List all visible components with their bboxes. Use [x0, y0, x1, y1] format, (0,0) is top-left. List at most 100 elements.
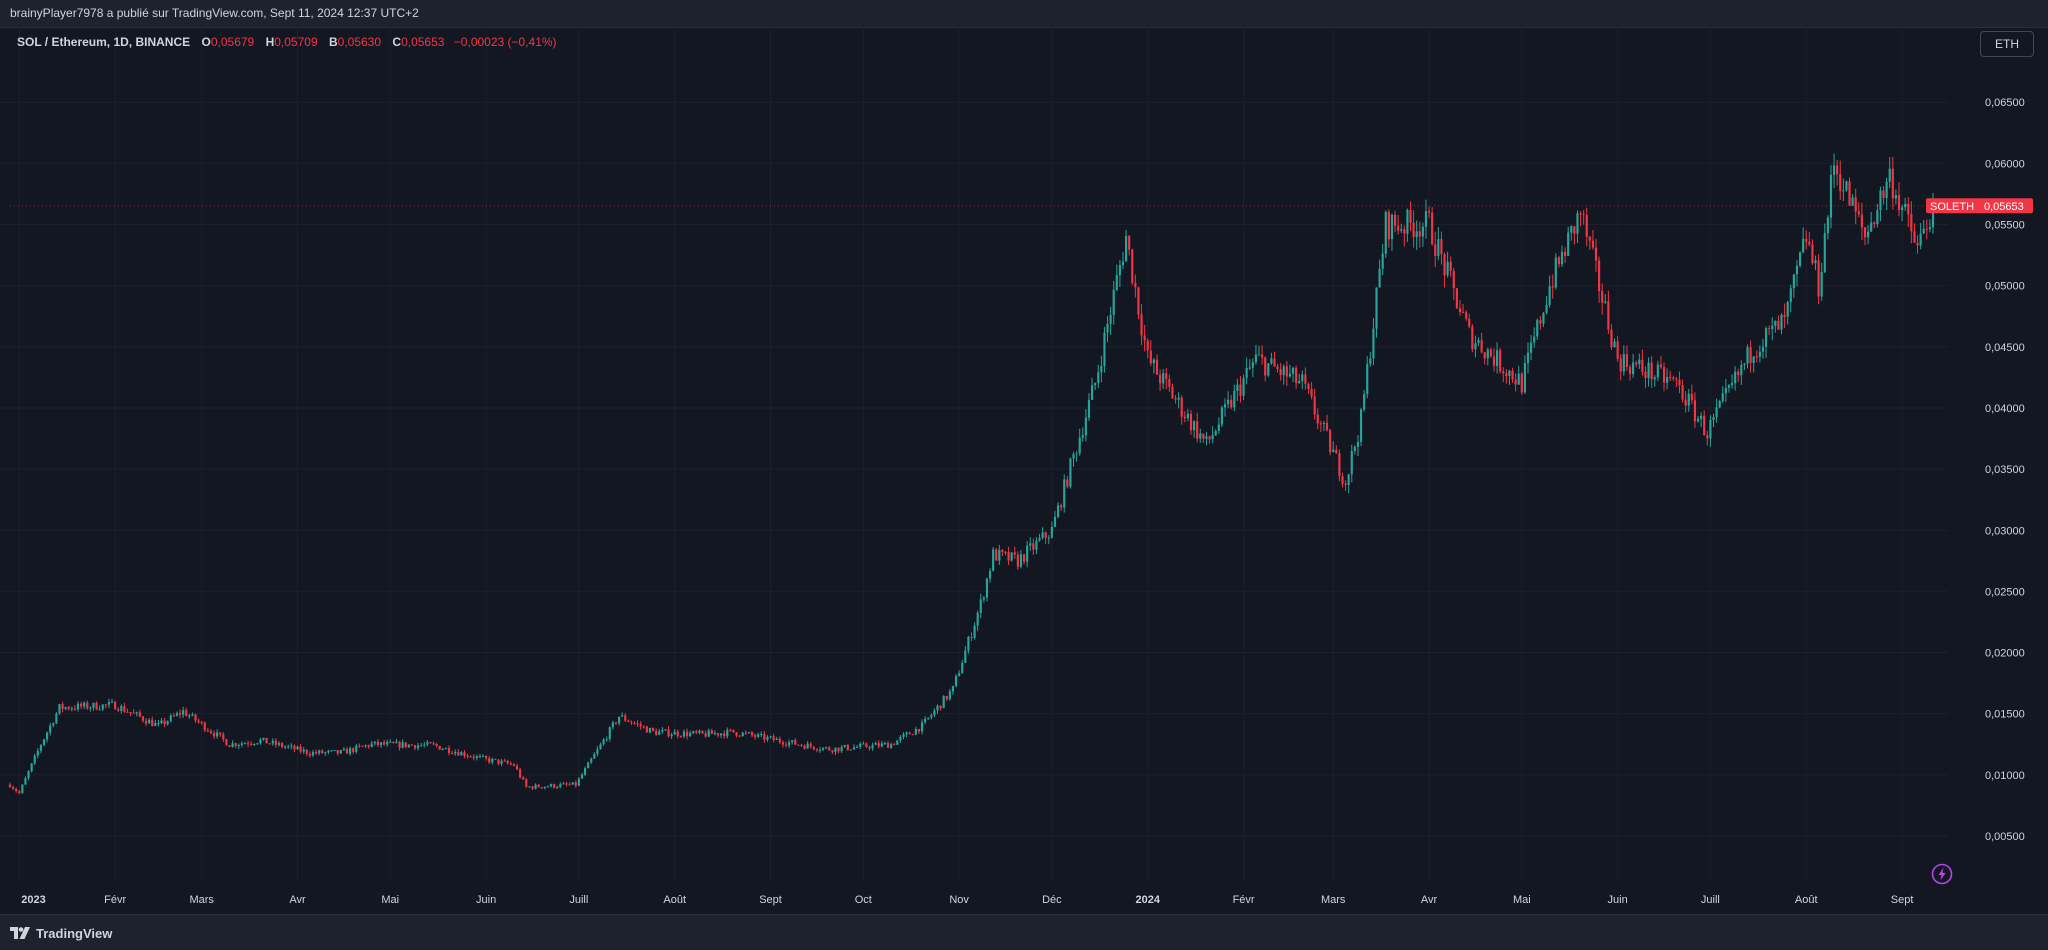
candle: [1823, 223, 1826, 274]
candle: [1851, 194, 1854, 206]
candle: [83, 701, 86, 710]
candle: [818, 746, 822, 753]
candle-body: [896, 740, 899, 745]
candle: [611, 720, 614, 730]
x-tick-label: Avr: [289, 894, 306, 906]
candle: [1131, 248, 1134, 286]
candle: [135, 711, 138, 717]
lightning-bolt-icon[interactable]: [1931, 863, 1953, 885]
candle-body: [1922, 228, 1925, 234]
candle-body: [49, 725, 52, 733]
candle-body: [1279, 369, 1282, 376]
candle: [562, 781, 565, 785]
candle: [398, 740, 401, 751]
candle: [1730, 374, 1734, 389]
candle: [1499, 347, 1502, 374]
candle-body: [126, 711, 129, 713]
candle: [1075, 451, 1078, 462]
candle: [438, 745, 441, 750]
candle-body: [383, 742, 386, 745]
candle: [1424, 199, 1428, 239]
candle-body: [1777, 320, 1780, 330]
candle-body: [1499, 350, 1502, 372]
candle-body: [1845, 181, 1848, 191]
candle: [843, 744, 846, 748]
candle-body: [522, 777, 525, 780]
candle: [886, 741, 890, 748]
candle: [114, 700, 117, 710]
candle: [655, 728, 658, 736]
candle: [571, 782, 574, 785]
candle: [1245, 357, 1248, 385]
candle-body: [1295, 367, 1298, 383]
candle: [828, 746, 831, 752]
candle-body: [110, 701, 114, 703]
candle: [1313, 388, 1316, 420]
candle-body: [1406, 209, 1409, 234]
candle: [738, 734, 741, 738]
high-value: 0,05709: [274, 35, 318, 49]
candle-body: [1087, 399, 1091, 418]
chart-area[interactable]: [0, 27, 2048, 915]
candle: [1922, 219, 1925, 234]
candle-body: [342, 749, 345, 751]
candle-body: [1350, 451, 1353, 475]
candle: [988, 568, 992, 583]
candle-body: [1483, 352, 1486, 359]
tradingview-logo[interactable]: TradingView: [10, 925, 112, 941]
candle: [117, 707, 120, 712]
candle: [540, 787, 543, 790]
candle: [435, 742, 438, 748]
candle-body: [1545, 304, 1548, 313]
candle-body: [1013, 552, 1016, 555]
candle-body: [1783, 314, 1786, 317]
candle-body: [1598, 260, 1601, 292]
candle-body: [794, 740, 797, 745]
candle-body: [52, 723, 55, 726]
candle-body: [942, 695, 945, 709]
candle-body: [355, 745, 358, 752]
candle-body: [305, 749, 308, 754]
candle: [1669, 370, 1672, 382]
currency-button[interactable]: ETH: [1980, 31, 2034, 57]
candle: [1607, 290, 1610, 334]
candle: [1802, 227, 1805, 254]
candle: [237, 743, 240, 750]
candle-body: [1786, 302, 1789, 317]
candle-body: [754, 735, 757, 737]
candle: [951, 685, 955, 695]
candle-body: [1010, 552, 1013, 561]
candle: [364, 744, 367, 748]
candle-body: [534, 784, 537, 789]
candle-body: [1870, 222, 1873, 232]
candle-body: [1369, 358, 1372, 365]
candle: [1913, 223, 1916, 243]
candle: [744, 730, 747, 736]
candle-body: [1764, 328, 1768, 347]
candle: [1483, 352, 1486, 365]
candle-body: [890, 744, 893, 748]
candle: [361, 745, 364, 747]
candle-body: [1056, 505, 1060, 517]
candle-body: [194, 714, 197, 721]
candle: [178, 709, 182, 719]
candle: [1155, 354, 1159, 376]
candle-body: [608, 727, 611, 740]
candle-body: [1412, 222, 1415, 238]
y-tick-label: 0,05000: [1985, 281, 2025, 293]
candle: [163, 718, 166, 728]
x-tick-label: 2023: [21, 894, 45, 906]
candle: [1579, 211, 1582, 227]
candle-body: [1248, 367, 1251, 369]
candle-body: [404, 742, 407, 748]
candle: [1848, 177, 1851, 206]
candle-body: [667, 729, 670, 737]
symbol-description[interactable]: SOL / Ethereum, 1D, BINANCE: [17, 35, 191, 49]
candle: [265, 737, 268, 744]
candle: [577, 777, 580, 787]
price-chart[interactable]: 0,00500 0,01000 0,01500 0,02000 0,02500 0,030…: [0, 0, 2048, 914]
candle-body: [234, 743, 237, 747]
candle: [1734, 366, 1737, 391]
candle: [803, 744, 806, 750]
candle-body: [1768, 328, 1771, 330]
